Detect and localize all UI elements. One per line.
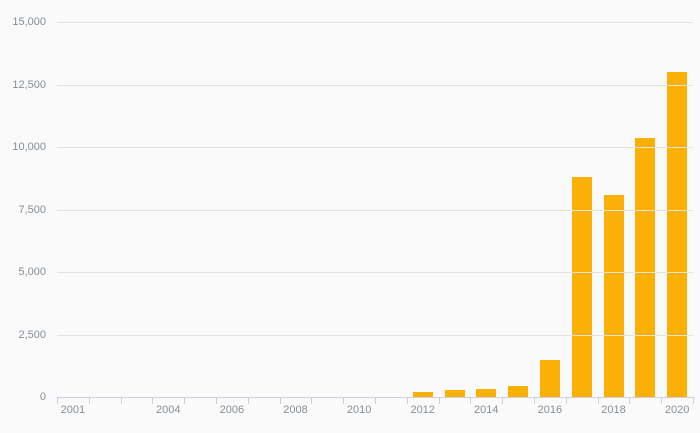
gridline [57, 147, 693, 148]
bar[interactable] [412, 392, 433, 397]
x-axis-tick [88, 397, 90, 404]
gridline [57, 84, 693, 86]
x-axis-tick [247, 397, 249, 404]
x-axis-tick [693, 397, 694, 404]
y-axis-tick-label: 0 [39, 391, 46, 403]
x-axis-tick [152, 397, 154, 404]
x-axis-tick [470, 397, 472, 404]
gridline [57, 334, 693, 336]
y-axis-tick-label: 7,500 [18, 203, 46, 216]
x-axis-tick [279, 397, 281, 404]
x-axis-tick [565, 397, 567, 404]
bar[interactable] [603, 194, 624, 397]
x-axis-tick [597, 397, 599, 404]
y-axis-tick-label: 5,000 [18, 266, 46, 278]
bar[interactable] [667, 72, 688, 397]
x-axis-tick [311, 397, 313, 404]
x-axis-tick [120, 397, 122, 404]
plot-area [57, 22, 693, 398]
y-axis-tick-label: 2,500 [18, 328, 46, 341]
bars-layer [57, 22, 693, 397]
x-axis-tick-label: 2008 [283, 404, 308, 416]
bar[interactable] [635, 138, 656, 397]
x-axis-tick [534, 397, 535, 404]
x-axis-tick [406, 397, 408, 404]
bar[interactable] [508, 385, 529, 397]
x-axis-tick-label: 2006 [219, 404, 245, 416]
bar[interactable] [444, 390, 465, 397]
bar[interactable] [476, 389, 497, 397]
x-axis-tick [216, 397, 217, 404]
x-axis-tick [375, 397, 376, 404]
bar[interactable] [539, 359, 560, 397]
gridline [57, 22, 693, 23]
y-axis-tick-label: 12,500 [12, 78, 46, 91]
x-axis-tick-label: 2012 [410, 404, 435, 416]
bar[interactable] [571, 177, 592, 397]
x-axis-tick [629, 397, 631, 404]
x-axis-tick [502, 397, 504, 404]
x-axis-tick-label: 2014 [474, 404, 499, 416]
x-axis-tick-label: 2016 [537, 404, 563, 416]
x-axis-tick-label: 2010 [346, 404, 372, 416]
x-axis-tick [438, 397, 440, 404]
x-axis-tick-label: 2018 [601, 404, 626, 416]
x-axis-tick-label: 2020 [664, 404, 690, 416]
x-axis-tick [57, 397, 58, 404]
x-axis-tick [184, 397, 186, 404]
gridline [57, 209, 693, 211]
y-axis-tick-label: 10,000 [12, 141, 46, 153]
x-axis-tick-label: 2004 [156, 404, 181, 416]
x-axis-tick-label: 2001 [60, 404, 86, 416]
gridline [57, 272, 693, 273]
x-axis-tick [343, 397, 345, 404]
x-axis-tick [661, 397, 663, 404]
y-axis-tick-label: 15,000 [12, 16, 46, 28]
